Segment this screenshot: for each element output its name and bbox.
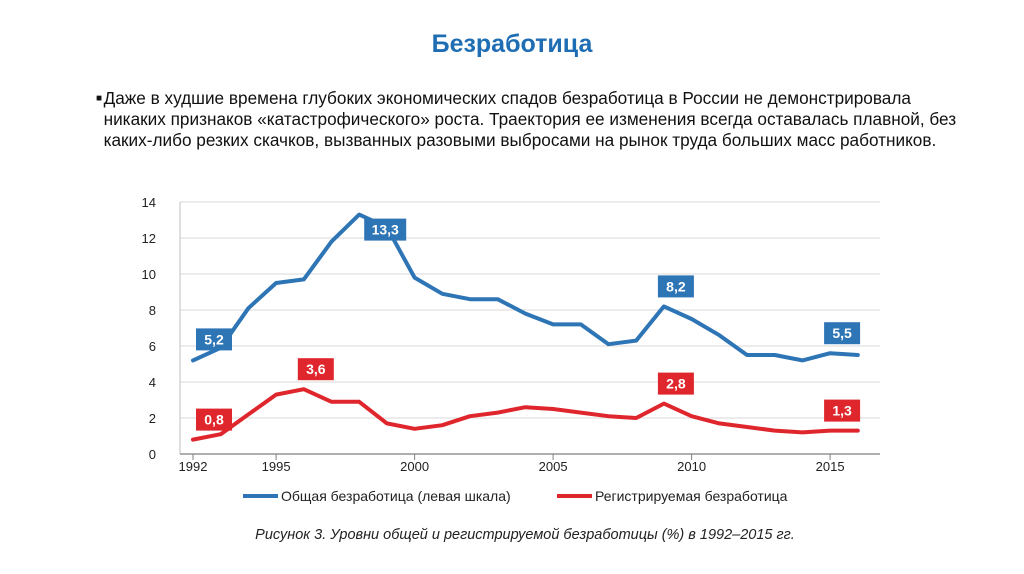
data-label-text: 5,2	[204, 331, 224, 347]
data-label-text: 0,8	[204, 412, 224, 428]
data-label-box	[824, 399, 861, 422]
y-tick-label: 14	[142, 195, 156, 210]
y-tick-label: 2	[149, 411, 156, 426]
legend-label-2: Регистрируемая безработица	[595, 488, 788, 504]
data-label-2-2009: 2,8	[657, 372, 694, 395]
data-label-box	[824, 322, 861, 345]
data-label-2-2015: 1,3	[824, 399, 861, 422]
data-label-box	[657, 372, 694, 395]
data-label-1-1992: 5,2	[196, 328, 232, 351]
x-tick-label: 2000	[400, 459, 429, 474]
data-label-box	[297, 358, 334, 381]
data-label-1-2015: 5,5	[824, 322, 861, 345]
x-tick-label: 1995	[262, 459, 291, 474]
y-tick-label: 4	[149, 375, 156, 390]
data-label-text: 3,6	[306, 361, 326, 377]
data-label-box	[364, 218, 407, 241]
data-label-text: 13,3	[372, 222, 399, 238]
slide-title: Безработица	[431, 30, 593, 58]
y-tick-label: 10	[142, 267, 156, 282]
data-label-1-2009: 8,2	[657, 275, 694, 298]
bullet-paragraph: ■ Даже в худшие времена глубоких экономи…	[96, 88, 966, 151]
x-tick-label: 1992	[179, 459, 208, 474]
data-label-box	[657, 275, 694, 298]
data-label-2-1996: 3,6	[297, 358, 334, 381]
data-label-2-1992: 0,8	[196, 408, 232, 431]
data-label-text: 8,2	[666, 278, 686, 294]
x-tick-label: 2015	[816, 459, 845, 474]
y-tick-label: 12	[142, 231, 156, 246]
series-line-1	[191, 212, 860, 363]
legend-label-1: Общая безработица (левая шкала)	[281, 488, 511, 504]
bullet-marker-icon: ■	[96, 93, 103, 104]
data-label-1-1998: 13,3	[364, 218, 407, 241]
data-label-box	[196, 408, 232, 431]
data-label-text: 2,8	[666, 376, 686, 392]
x-tick-label: 2005	[539, 459, 568, 474]
figure-caption: Рисунок 3. Уровни общей и регистрируемой…	[255, 527, 795, 543]
series-line-2	[191, 387, 860, 442]
y-tick-label: 6	[149, 339, 156, 354]
x-tick-label: 2010	[677, 459, 706, 474]
bullet-text: Даже в худшие времена глубоких экономиче…	[103, 88, 957, 150]
y-tick-label: 0	[149, 447, 156, 462]
y-tick-label: 8	[149, 303, 156, 318]
data-label-text: 5,5	[832, 325, 852, 341]
data-label-text: 1,3	[832, 403, 852, 419]
data-label-box	[196, 328, 232, 351]
